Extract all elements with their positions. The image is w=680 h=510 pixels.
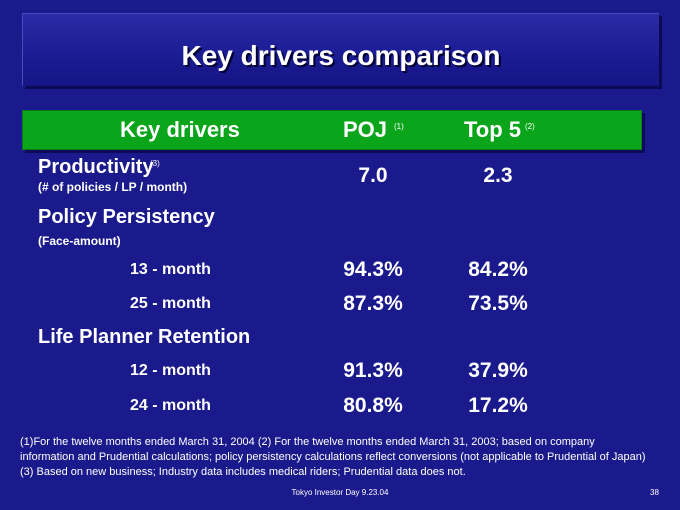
persistency-row-label: 25 - month: [130, 295, 211, 312]
persistency-top5-value: 84.2%: [468, 258, 528, 281]
retention-row-label: 24 - month: [130, 397, 211, 414]
retention-label: Life Planner Retention: [38, 326, 251, 348]
persistency-label: Policy Persistency: [38, 206, 215, 228]
persistency-poj-value: 94.3%: [343, 258, 403, 281]
retention-row-label: 12 - month: [130, 362, 211, 379]
productivity-top5-value: 2.3: [483, 164, 513, 187]
retention-top5-value: 37.9%: [468, 359, 528, 382]
table-header: Key drivers POJ (1) Top 5 (2): [22, 110, 642, 150]
page-number: 38: [650, 488, 659, 497]
productivity-poj-value: 7.0: [358, 164, 388, 187]
retention-top5-value: 17.2%: [468, 394, 528, 417]
footer-event: Tokyo Investor Day 9.23.04: [291, 488, 389, 497]
retention-poj-value: 80.8%: [343, 394, 403, 417]
persistency-poj-value: 87.3%: [343, 292, 403, 315]
productivity-note: (# of policies / LP / month): [38, 180, 188, 194]
footnote-text: (1)For the twelve months ended March 31,…: [20, 436, 646, 478]
productivity-label: Productivity: [38, 156, 154, 178]
header-poj-footnote-ref: (1): [394, 122, 404, 131]
header-top5-footnote-ref: (2): [525, 122, 535, 131]
header-key-drivers: Key drivers: [120, 117, 240, 142]
slide-title: Key drivers comparison: [181, 40, 501, 71]
title-banner: Key drivers comparison: [22, 13, 659, 86]
header-top5: Top 5: [464, 117, 522, 142]
persistency-note: (Face-amount): [38, 234, 121, 248]
persistency-top5-value: 73.5%: [468, 292, 528, 315]
productivity-footnote-ref: (3): [150, 159, 160, 168]
persistency-row-label: 13 - month: [130, 261, 211, 278]
retention-poj-value: 91.3%: [343, 359, 403, 382]
header-poj: POJ: [343, 117, 388, 142]
